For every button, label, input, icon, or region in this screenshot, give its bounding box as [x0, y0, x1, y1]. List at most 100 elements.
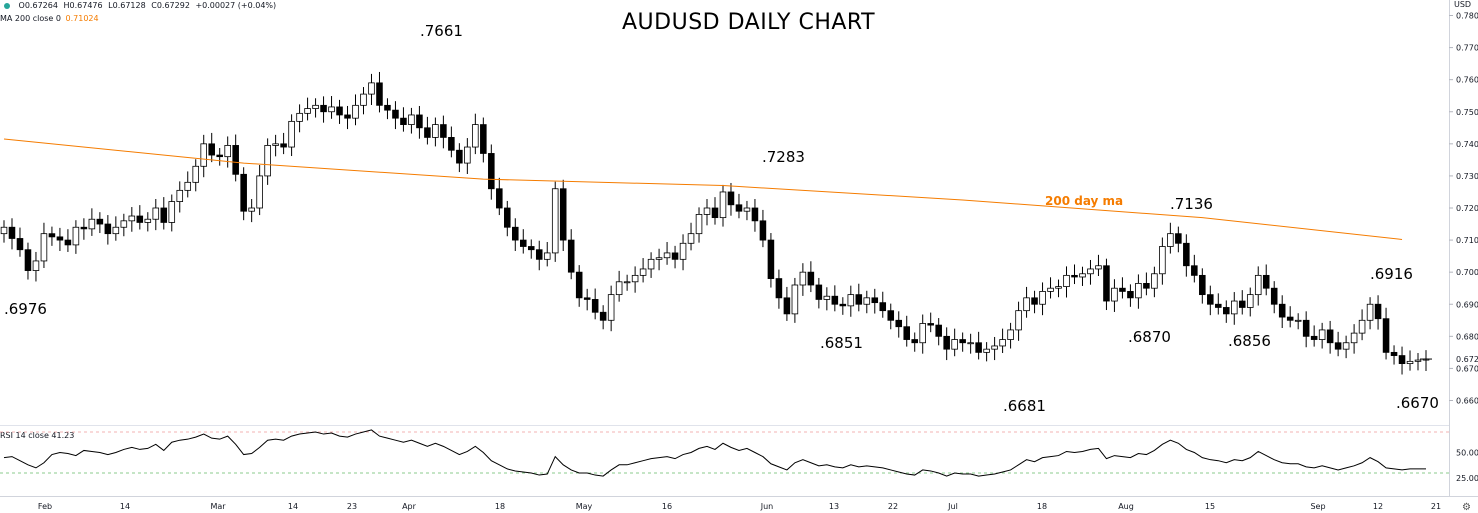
price-annotation: .6670 — [1396, 394, 1439, 413]
candle-up — [1159, 246, 1166, 275]
ohlc-low: L0.67128 — [108, 1, 146, 10]
candle-down — [807, 271, 815, 286]
candle-down — [1207, 294, 1214, 305]
candle-up — [1414, 359, 1422, 362]
candle-up — [0, 226, 8, 235]
x-tick-label: Jul — [947, 502, 958, 511]
candle-up — [184, 181, 192, 191]
candle-down — [855, 294, 863, 305]
candle-down — [240, 173, 247, 212]
y-tick-label: 0.69000 — [1456, 300, 1478, 309]
candle-up — [1151, 273, 1158, 289]
candle-up — [703, 207, 711, 215]
candle-up — [32, 260, 40, 271]
candle-down — [1031, 297, 1038, 305]
candle-down — [879, 302, 887, 312]
y-tick-label: 0.76000 — [1456, 76, 1478, 85]
candle-down — [735, 204, 743, 212]
candle-up — [296, 112, 303, 122]
candle-down — [727, 191, 735, 206]
candle-up — [719, 191, 727, 219]
candle-down — [975, 342, 982, 353]
symbol-status-dot — [4, 2, 10, 9]
price-annotation: .7136 — [1170, 194, 1213, 213]
candle-down — [751, 207, 759, 222]
candle-down — [416, 114, 423, 129]
candle-up — [1007, 329, 1014, 340]
candle-up — [200, 143, 207, 167]
y-tick-label: 0.74000 — [1456, 140, 1478, 149]
candle-down — [1175, 233, 1182, 244]
price-annotation: .6916 — [1370, 265, 1413, 284]
x-tick-label: 21 — [1431, 502, 1441, 511]
candle-down — [1143, 282, 1150, 289]
y-tick-label: 0.77000 — [1456, 44, 1478, 53]
candle-down — [1103, 265, 1110, 302]
candle-down — [232, 145, 239, 175]
candle-down — [1278, 303, 1286, 318]
candle-up — [919, 323, 926, 344]
candle-down — [1183, 242, 1190, 267]
candle-down — [599, 311, 607, 321]
candle-up — [368, 82, 375, 95]
ohlc-close: C0.67292 — [151, 1, 190, 10]
candle-down — [1302, 319, 1310, 337]
x-tick-label: 23 — [347, 502, 357, 511]
rsi-indicator-legend[interactable]: RSI 14 close 41.23 — [0, 431, 74, 440]
candle-up — [863, 297, 871, 305]
gear-icon[interactable]: ⚙ — [1462, 502, 1471, 513]
candle-up — [623, 281, 631, 284]
candle-up — [679, 242, 687, 260]
ma-200-line — [3, 138, 1403, 240]
candle-down — [1334, 342, 1342, 350]
candle-down — [527, 246, 535, 251]
candle-down — [911, 339, 918, 344]
candle-up — [551, 188, 559, 254]
candle-down — [80, 226, 88, 230]
ohlc-readout: O0.67264 H0.67476 L0.67128 C0.67292 +0.0… — [4, 1, 279, 10]
candle-down — [895, 319, 903, 328]
candle-up — [144, 218, 152, 223]
candle-down — [1262, 274, 1270, 289]
candle-up — [464, 146, 471, 164]
x-tick-label: 18 — [1037, 502, 1047, 511]
candle-up — [991, 345, 998, 350]
candle-up — [176, 189, 184, 202]
candle-down — [104, 223, 112, 235]
candle-up — [1230, 300, 1238, 315]
candle-down — [943, 335, 950, 350]
candle-up — [543, 252, 551, 260]
candle-down — [1238, 300, 1246, 308]
candle-down — [336, 106, 343, 116]
currency-label[interactable]: USD — [1454, 0, 1472, 9]
x-tick-label: 14 — [288, 502, 298, 511]
candle-up — [615, 281, 623, 296]
x-tick-label: May — [576, 502, 593, 511]
candle-down — [376, 82, 383, 106]
candle-up — [1095, 265, 1102, 270]
candle-up — [1358, 319, 1366, 334]
candle-up — [224, 145, 231, 158]
ohlc-open: O0.67264 — [18, 1, 58, 10]
x-tick-label: 18 — [495, 502, 505, 511]
candle-up — [72, 226, 80, 246]
candle-down — [48, 233, 56, 238]
y-tick-label: 0.75000 — [1456, 108, 1478, 117]
x-tick-label: 12 — [1373, 502, 1383, 511]
candle-up — [1254, 274, 1262, 296]
candle-up — [1167, 233, 1174, 247]
ma-indicator-legend[interactable]: MA 200 close 0 0.71024 — [0, 14, 99, 23]
x-tick-label: Apr — [402, 502, 417, 511]
candle-up — [1111, 287, 1118, 302]
price-annotation: .6681 — [1003, 396, 1046, 415]
x-tick-label: Aug — [1118, 502, 1134, 511]
candle-down — [1390, 351, 1398, 356]
candle-down — [64, 239, 72, 246]
candle-up — [1366, 303, 1374, 321]
candle-down — [1215, 303, 1222, 308]
candle-up — [88, 218, 96, 230]
rsi-indicator-value: 41.23 — [51, 431, 75, 440]
candle-down — [591, 299, 599, 313]
candle-up — [687, 233, 695, 244]
